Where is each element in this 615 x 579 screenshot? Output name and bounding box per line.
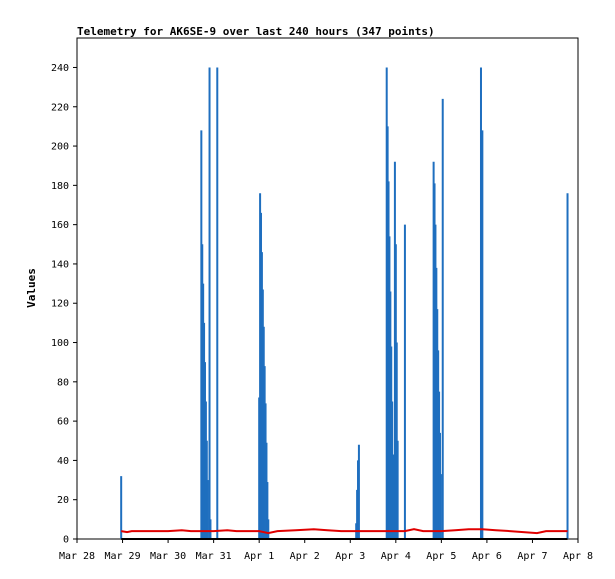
y-tick-label: 220 xyxy=(51,102,69,113)
x-tick-label: Apr 3 xyxy=(335,551,365,562)
x-tick-label: Apr 6 xyxy=(472,551,502,562)
x-tick-label: Mar 28 xyxy=(59,551,95,562)
plot-area xyxy=(120,67,569,540)
plot-frame xyxy=(76,37,579,540)
x-tick-label: Mar 31 xyxy=(196,551,232,562)
y-tick-label: 40 xyxy=(57,456,69,467)
x-tick-label: Apr 8 xyxy=(563,551,593,562)
y-tick-label: 140 xyxy=(51,259,69,270)
series-line xyxy=(121,528,568,535)
series-1 xyxy=(121,528,568,535)
x-tick-label: Apr 4 xyxy=(381,551,411,562)
y-tick-label: 0 xyxy=(63,535,69,546)
x-tick-label: Mar 30 xyxy=(150,551,186,562)
y-axis-label: Values xyxy=(25,268,38,308)
y-tick-label: 80 xyxy=(57,377,69,388)
y-tick-label: 20 xyxy=(57,495,69,506)
y-axis: 0 20 40 60 80 100 120 140 160 180 200 220 240 xyxy=(51,63,77,546)
x-tick-label: Apr 1 xyxy=(244,551,274,562)
y-tick-label: 120 xyxy=(51,299,69,310)
x-tick-label: Apr 5 xyxy=(426,551,456,562)
x-tick-label: Apr 2 xyxy=(290,551,320,562)
x-tick-label: Apr 7 xyxy=(517,551,547,562)
y-tick-label: 240 xyxy=(51,63,69,74)
y-tick-label: 60 xyxy=(57,417,69,428)
series-0 xyxy=(120,67,569,539)
y-tick-label: 160 xyxy=(51,220,69,231)
y-tick-label: 100 xyxy=(51,338,69,349)
y-tick-label: 200 xyxy=(51,142,69,153)
x-axis: Mar 28 Mar 29 Mar 30 Mar 31 Apr 1 Apr 2 Apr 3 A… xyxy=(59,539,593,562)
chart-title: Telemetry for AK6SE-9 over last 240 hour… xyxy=(77,25,435,38)
y-tick-label: 180 xyxy=(51,181,69,192)
x-tick-label: Mar 29 xyxy=(104,551,140,562)
